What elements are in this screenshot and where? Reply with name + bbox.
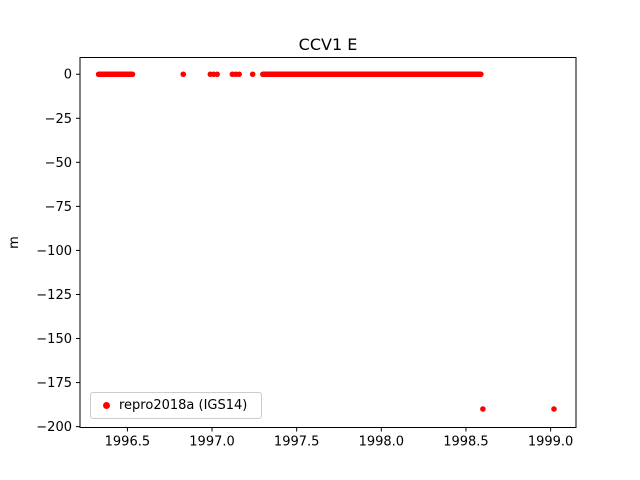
x-tick-label: 1997.0 xyxy=(189,435,235,450)
data-point xyxy=(478,71,484,78)
scatter-points xyxy=(95,71,557,412)
legend-label: repro2018a (IGS14) xyxy=(119,398,248,413)
y-tick-label: −125 xyxy=(36,288,72,303)
x-tick-label: 1998.0 xyxy=(359,435,405,450)
y-axis-label: m xyxy=(6,236,22,249)
y-tick-label: −25 xyxy=(45,112,72,127)
y-tick-label: 0 xyxy=(64,68,72,83)
legend-marker-dot xyxy=(103,402,110,409)
data-point xyxy=(480,406,486,412)
y-tick-label: −75 xyxy=(45,200,72,215)
legend: repro2018a (IGS14) xyxy=(90,392,263,419)
data-point xyxy=(249,71,256,78)
chart-title: CCV1 E xyxy=(298,35,358,54)
y-tick-label: −50 xyxy=(45,156,72,171)
y-axis-ticks: 0 −25 −50 −75 −100 −125 −150 −175 −200 xyxy=(36,68,80,435)
y-tick-label: −175 xyxy=(36,376,72,391)
x-tick-label: 1998.5 xyxy=(443,435,489,450)
data-point xyxy=(129,71,136,78)
x-tick-label: 1996.5 xyxy=(105,435,151,450)
y-tick-label: −150 xyxy=(36,332,72,347)
y-tick-label: −200 xyxy=(36,420,72,435)
x-tick-label: 1997.5 xyxy=(274,435,320,450)
axes-frame xyxy=(79,57,577,428)
data-point xyxy=(551,406,557,412)
data-point xyxy=(180,71,187,78)
data-point xyxy=(236,71,242,78)
y-tick-label: −100 xyxy=(36,244,72,259)
x-axis-ticks: 1996.5 1997.0 1997.5 1998.0 1998.5 1999.0 xyxy=(105,427,574,450)
data-point xyxy=(214,71,220,78)
x-tick-label: 1999.0 xyxy=(528,435,574,450)
